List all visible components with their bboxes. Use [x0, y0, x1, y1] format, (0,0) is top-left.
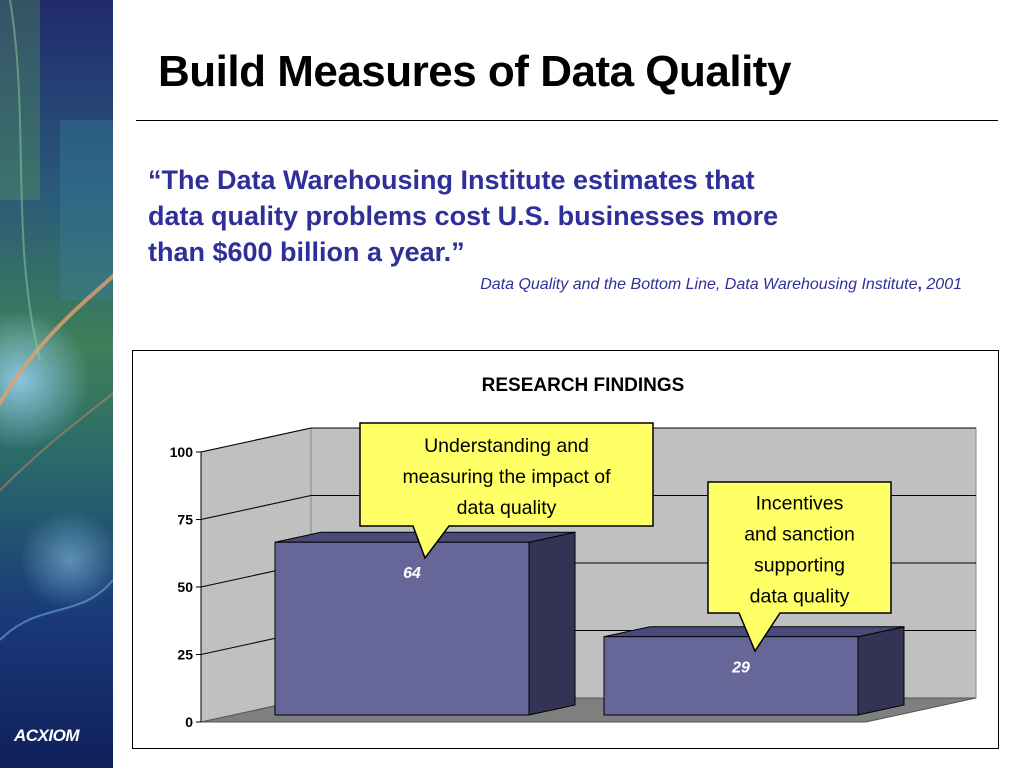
- bar-2: [603, 636, 859, 716]
- y-tick-label-100: 100: [170, 444, 194, 460]
- quote-line-1: “The Data Warehousing Institute estimate…: [148, 165, 755, 195]
- callout-1-line-1: Understanding and: [424, 435, 589, 457]
- sidebar-art-image: [0, 0, 113, 768]
- callout-2: [707, 481, 892, 653]
- y-tick-label-50: 50: [177, 579, 193, 595]
- y-tick-label-0: 0: [185, 714, 193, 730]
- bar-1: [274, 541, 530, 716]
- title-divider: [136, 120, 998, 121]
- research-findings-chart: 0 25 50 75 100 64 29 RESEARCH FINDINGS Understan…: [132, 350, 999, 749]
- callout-1: [359, 422, 654, 560]
- decorative-sidebar: ACXIOM: [0, 0, 113, 768]
- gridline-100: [200, 427, 976, 453]
- quote-line-2: data quality problems cost U.S. business…: [148, 201, 779, 231]
- callout-2-line-4: data quality: [750, 586, 850, 608]
- source-title: Data Quality and the Bottom Line, Data W…: [480, 276, 918, 293]
- callout-2-line-3: supporting: [754, 555, 845, 577]
- callout-2-line-2: and sanction: [744, 524, 855, 546]
- chart-svg: 0 25 50 75 100 64 29 RESEARCH FINDINGS Understan…: [170, 375, 977, 730]
- y-tick-label-25: 25: [177, 647, 193, 663]
- callout-1-line-2: measuring the impact of: [402, 466, 611, 488]
- bar-value-label-2: 29: [731, 660, 750, 677]
- quote-text: “The Data Warehousing Institute estimate…: [148, 162, 968, 270]
- callout-1-line-3: data quality: [457, 497, 557, 519]
- callout-2-line-1: Incentives: [756, 493, 844, 515]
- bar-value-label-1: 64: [403, 565, 421, 582]
- quote-source: Data Quality and the Bottom Line, Data W…: [480, 276, 962, 294]
- source-year: 2001: [921, 276, 962, 293]
- acxiom-logo: ACXIOM: [14, 726, 80, 745]
- y-tick-label-75: 75: [177, 512, 193, 528]
- slide-title: Build Measures of Data Quality: [158, 47, 791, 96]
- chart-title: RESEARCH FINDINGS: [482, 375, 685, 396]
- bar-side-1: [528, 531, 576, 716]
- quote-line-3: than $600 billion a year.”: [148, 237, 465, 267]
- bar-side-2: [857, 626, 905, 716]
- source-separator: ,: [917, 276, 922, 293]
